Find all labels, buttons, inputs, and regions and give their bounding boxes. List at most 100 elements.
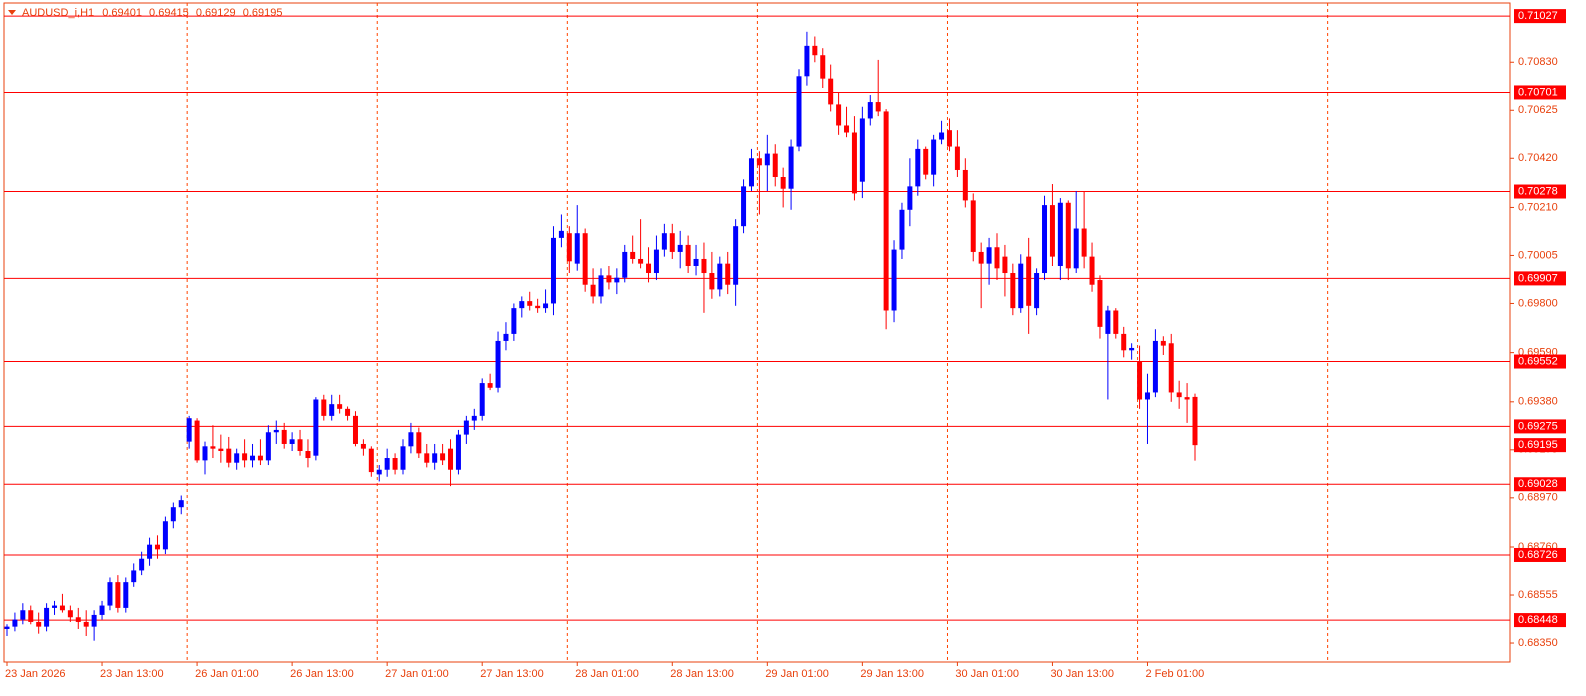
- candle-body: [891, 249, 897, 311]
- candle-body: [717, 263, 723, 290]
- candle-body: [1065, 202, 1071, 269]
- y-tick-label: 0.70830: [1518, 56, 1558, 68]
- candle-body: [844, 125, 850, 133]
- candle-body: [20, 610, 26, 620]
- candle-body: [91, 614, 97, 627]
- candle-body: [511, 308, 517, 334]
- candle-body: [83, 621, 89, 627]
- candle-body: [345, 408, 351, 416]
- candle-body: [154, 544, 160, 550]
- candle-body: [622, 251, 628, 278]
- last-close: 0.69195: [243, 7, 283, 19]
- candle-body: [756, 158, 762, 166]
- candle-body: [653, 249, 659, 274]
- candle-body: [194, 420, 200, 461]
- candle-body: [543, 303, 549, 309]
- candle-body: [574, 233, 580, 264]
- candle-body: [875, 102, 881, 112]
- candle-body: [107, 582, 113, 606]
- y-tick-label: 0.70005: [1518, 249, 1558, 261]
- candle-body: [606, 275, 612, 283]
- candle-body: [115, 582, 121, 608]
- level-label-box: [1514, 184, 1566, 199]
- x-tick-label: 26 Jan 01:00: [195, 668, 259, 680]
- candle-body: [1034, 273, 1040, 309]
- menu-arrow[interactable]: [8, 10, 16, 15]
- candle-body: [170, 507, 176, 522]
- candle-body: [946, 130, 952, 147]
- candle-body: [186, 418, 192, 442]
- candle-body: [12, 619, 18, 627]
- candle-body: [907, 186, 913, 210]
- candle-body: [1184, 397, 1190, 400]
- candle-body: [899, 209, 905, 250]
- y-tick-label: 0.70625: [1518, 104, 1558, 116]
- candle-body: [416, 432, 422, 454]
- candle-body: [281, 429, 287, 444]
- candle-body: [764, 153, 770, 166]
- x-tick-label: 29 Jan 13:00: [860, 668, 924, 680]
- candle-body: [685, 244, 691, 266]
- candle-body: [669, 233, 675, 252]
- x-tick-label: 27 Jan 13:00: [480, 668, 544, 680]
- candle-body: [139, 558, 145, 571]
- level-label-box: [1514, 9, 1566, 24]
- candle-body: [479, 383, 485, 416]
- candle-body: [582, 233, 588, 285]
- candle-body: [471, 415, 477, 421]
- candle-body: [535, 305, 541, 309]
- candle-body: [250, 455, 256, 461]
- candle-body: [725, 263, 731, 285]
- candle-body: [495, 340, 501, 388]
- candle-body: [1144, 392, 1150, 400]
- candle-body: [131, 570, 137, 583]
- candle-body: [36, 621, 42, 627]
- candle-body: [1010, 273, 1016, 309]
- level-label: 0.69028: [1518, 478, 1558, 490]
- symbol-title: AUDUSD_i,H1: [22, 7, 94, 19]
- candle-body: [646, 263, 652, 274]
- candle-body: [440, 453, 446, 461]
- candle-body: [519, 301, 525, 309]
- level-label: 0.69552: [1518, 355, 1558, 367]
- level-label: 0.68726: [1518, 549, 1558, 561]
- candle-body: [408, 432, 414, 447]
- candle-body: [297, 439, 303, 451]
- candle-body: [360, 443, 366, 449]
- candle-body: [527, 301, 533, 306]
- candle-body: [859, 118, 865, 182]
- level-label: 0.69275: [1518, 420, 1558, 432]
- level-label: 0.71027: [1518, 10, 1558, 22]
- candle-body: [1089, 256, 1095, 285]
- candle-body: [329, 404, 335, 416]
- candle-body: [400, 446, 406, 470]
- candle-body: [28, 610, 34, 622]
- candle-body: [1137, 362, 1143, 400]
- level-label: 0.68448: [1518, 614, 1558, 626]
- candle-body: [939, 132, 945, 140]
- candle-body: [1192, 396, 1198, 446]
- candle-body: [1121, 333, 1127, 351]
- candle-body: [368, 448, 374, 473]
- candle-body: [788, 146, 794, 189]
- candle-body: [804, 45, 810, 77]
- candle-body: [210, 446, 216, 449]
- candle-body: [741, 186, 747, 227]
- candle-body: [455, 434, 461, 470]
- candle-body: [257, 455, 263, 461]
- candle-body: [487, 383, 493, 388]
- candle-body: [337, 404, 343, 409]
- candle-body: [836, 104, 842, 126]
- candle-body: [550, 237, 556, 304]
- candle-body: [52, 605, 58, 608]
- candle-body: [954, 146, 960, 170]
- candle-body: [1073, 228, 1079, 269]
- price-label: 0.69195: [1518, 439, 1558, 451]
- candle-body: [630, 251, 636, 259]
- candle-body: [99, 605, 105, 615]
- x-tick-label: 23 Jan 2026: [5, 668, 66, 680]
- x-tick-label: 30 Jan 13:00: [1050, 668, 1114, 680]
- level-label: 0.70278: [1518, 185, 1558, 197]
- candle-body: [709, 273, 715, 290]
- x-tick-label: 28 Jan 13:00: [670, 668, 734, 680]
